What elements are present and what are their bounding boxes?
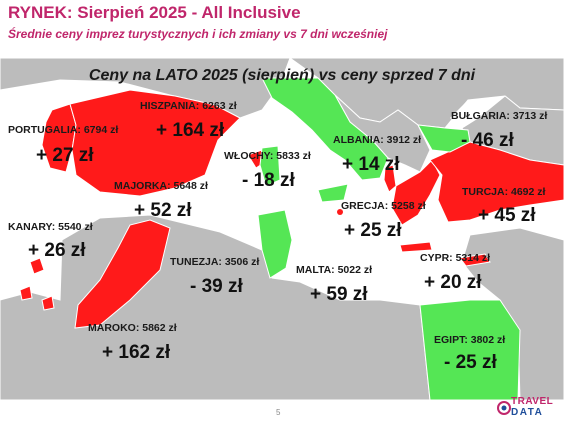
logo-text-travel: TRAVEL bbox=[511, 396, 554, 407]
wlochy-shape bbox=[261, 77, 389, 181]
change-portugalia: + 27 zł bbox=[36, 145, 94, 166]
change-malta: + 59 zł bbox=[310, 284, 368, 305]
label-grecja: GRECJA: 5258 zł bbox=[341, 200, 426, 212]
malta-shape bbox=[337, 209, 343, 215]
change-wlochy: - 18 zł bbox=[242, 170, 295, 191]
egipt-shape bbox=[419, 299, 521, 400]
page-subtitle: Średnie ceny imprez turystycznych i ich … bbox=[8, 27, 388, 41]
label-maroko: MAROKO: 5862 zł bbox=[88, 322, 177, 334]
label-hiszpania: HISZPANIA: 6263 zł bbox=[140, 100, 237, 112]
label-cypr: CYPR: 5314 zł bbox=[420, 252, 491, 264]
other-land bbox=[0, 58, 564, 400]
kanary-shape-3 bbox=[41, 295, 55, 311]
change-tunezja: - 39 zł bbox=[190, 276, 243, 297]
change-grecja: + 25 zł bbox=[344, 220, 402, 241]
logo-text-data: DATA bbox=[511, 407, 544, 418]
maroko-shape bbox=[74, 219, 171, 329]
logo-mark-icon bbox=[497, 401, 511, 415]
cypr-shape bbox=[459, 253, 491, 267]
kanary-shape-2 bbox=[19, 285, 33, 301]
decrease-regions bbox=[257, 77, 521, 400]
sardinia-shape bbox=[259, 145, 281, 187]
label-egipt: EGIPT: 3802 zł bbox=[434, 334, 506, 346]
page-number: 5 bbox=[276, 408, 281, 417]
change-maroko: + 162 zł bbox=[102, 342, 171, 363]
sicily-shape bbox=[317, 183, 349, 203]
hiszpania-shape bbox=[69, 89, 241, 197]
turcja-shape bbox=[429, 141, 564, 223]
mediterranean-map bbox=[0, 58, 564, 400]
label-bulgaria: BUŁGARIA: 3713 zł bbox=[451, 110, 548, 122]
label-portugalia: PORTUGALIA: 6794 zł bbox=[8, 124, 119, 136]
label-majorka: MAJORKA: 5648 zł bbox=[114, 180, 208, 192]
tunezja-shape bbox=[257, 209, 293, 279]
footer bbox=[0, 400, 564, 423]
change-albania: + 14 zł bbox=[342, 154, 400, 175]
change-hiszpania: + 164 zł bbox=[156, 120, 225, 141]
bulgaria-shape bbox=[417, 124, 471, 153]
grecja-crete bbox=[399, 241, 433, 253]
change-kanary: + 26 zł bbox=[28, 240, 86, 261]
label-wlochy: WŁOCHY: 5833 zł bbox=[224, 150, 311, 162]
change-bulgaria: - 46 zł bbox=[461, 130, 514, 151]
label-albania: ALBANIA: 3912 zł bbox=[333, 134, 422, 146]
map-title: Ceny na LATO 2025 (sierpień) vs ceny spr… bbox=[88, 67, 476, 84]
page-title: RYNEK: Sierpień 2025 - All Inclusive bbox=[8, 3, 301, 22]
change-egipt: - 25 zł bbox=[444, 352, 497, 373]
black-sea bbox=[450, 96, 505, 128]
change-turcja: + 45 zł bbox=[478, 205, 536, 226]
label-malta: MALTA: 5022 zł bbox=[296, 264, 373, 276]
change-cypr: + 20 zł bbox=[424, 272, 482, 293]
label-kanary: KANARY: 5540 zł bbox=[8, 221, 93, 233]
label-tunezja: TUNEZJA: 3506 zł bbox=[170, 256, 260, 268]
albania-shape bbox=[383, 164, 397, 193]
kanary-shape-1 bbox=[29, 257, 45, 275]
label-turcja: TURCJA: 4692 zł bbox=[462, 186, 546, 198]
travel-data-logo: TRAVEL DATA bbox=[497, 395, 561, 421]
grecja-shape bbox=[391, 159, 441, 226]
change-majorka: + 52 zł bbox=[134, 200, 192, 221]
increase-regions bbox=[19, 89, 564, 329]
